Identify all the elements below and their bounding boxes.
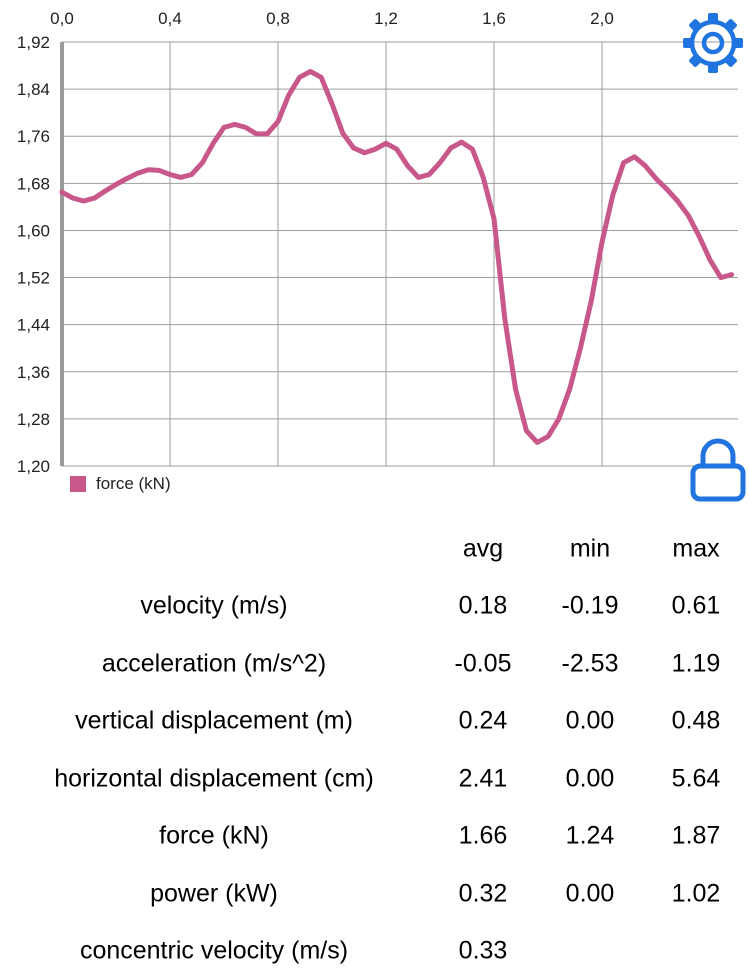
stats-row-vertical-displacement: vertical displacement (m) 0.24 0.00 0.48 [0, 693, 750, 751]
row-max: 0.61 [672, 592, 721, 621]
row-label: velocity (m/s) [140, 592, 287, 621]
row-min: -2.53 [562, 649, 619, 678]
gear-icon [682, 12, 744, 74]
row-avg: 0.33 [459, 937, 508, 966]
chart-legend: force (kN) [70, 474, 171, 494]
y-tick-label: 1,76 [17, 127, 50, 146]
row-min: -0.19 [562, 592, 619, 621]
row-max: 5.64 [672, 764, 721, 793]
x-tick-label: 1,2 [374, 9, 398, 28]
settings-button[interactable] [682, 12, 744, 74]
row-label: horizontal displacement (cm) [54, 764, 374, 793]
y-tick-label: 1,20 [17, 457, 50, 476]
x-tick-label: 0,0 [50, 9, 74, 28]
stats-row-horizontal-displacement: horizontal displacement (cm) 2.41 0.00 5… [0, 750, 750, 808]
series-line-force [62, 71, 732, 442]
row-avg: 2.41 [459, 764, 508, 793]
stats-table: avg min max velocity (m/s) 0.18 -0.19 0.… [0, 520, 750, 980]
chart-canvas: 1,20 1,28 1,36 1,44 1,52 1,60 1,68 1,76 1,84 1,92… [0, 0, 750, 520]
row-avg: 1.66 [459, 822, 508, 851]
y-tick-label: 1,52 [17, 269, 50, 288]
row-max: 1.02 [672, 879, 721, 908]
stats-row-power: power (kW) 0.32 0.00 1.02 [0, 865, 750, 923]
row-label: power (kW) [150, 879, 278, 908]
x-tick-label: 0,8 [266, 9, 290, 28]
stats-header-row: avg min max [0, 520, 750, 578]
row-max: 1.19 [672, 649, 721, 678]
row-avg: -0.05 [455, 649, 512, 678]
lock-button[interactable] [688, 436, 748, 502]
row-max: 0.48 [672, 707, 721, 736]
stats-row-force: force (kN) 1.66 1.24 1.87 [0, 808, 750, 866]
force-chart: 1,20 1,28 1,36 1,44 1,52 1,60 1,68 1,76 1,84 1,92… [0, 0, 750, 520]
legend-label: force (kN) [96, 474, 171, 494]
y-tick-label: 1,36 [17, 363, 50, 382]
row-min: 0.00 [566, 707, 615, 736]
row-avg: 0.32 [459, 879, 508, 908]
x-tick-label: 1,6 [482, 9, 506, 28]
row-min: 1.24 [566, 822, 615, 851]
y-tick-label: 1,68 [17, 174, 50, 193]
x-tick-label: 2,0 [590, 9, 614, 28]
row-min: 0.00 [566, 764, 615, 793]
row-label: vertical displacement (m) [75, 707, 353, 736]
row-avg: 0.18 [459, 592, 508, 621]
row-label: acceleration (m/s^2) [102, 649, 326, 678]
header-avg: avg [463, 534, 503, 563]
row-label: concentric velocity (m/s) [80, 937, 348, 966]
row-avg: 0.24 [459, 707, 508, 736]
stats-row-velocity: velocity (m/s) 0.18 -0.19 0.61 [0, 578, 750, 636]
stats-row-acceleration: acceleration (m/s^2) -0.05 -2.53 1.19 [0, 635, 750, 693]
row-min: 0.00 [566, 879, 615, 908]
stats-row-concentric-velocity: concentric velocity (m/s) 0.33 [0, 923, 750, 980]
x-tick-label: 0,4 [158, 9, 182, 28]
y-tick-label: 1,60 [17, 221, 50, 240]
y-tick-label: 1,44 [17, 316, 50, 335]
y-tick-label: 1,92 [17, 33, 50, 52]
header-max: max [672, 534, 719, 563]
row-max: 1.87 [672, 822, 721, 851]
row-label: force (kN) [159, 822, 269, 851]
legend-swatch [70, 476, 86, 492]
lock-icon [688, 436, 748, 502]
y-tick-label: 1,28 [17, 410, 50, 429]
y-tick-label: 1,84 [17, 80, 50, 99]
header-min: min [570, 534, 610, 563]
